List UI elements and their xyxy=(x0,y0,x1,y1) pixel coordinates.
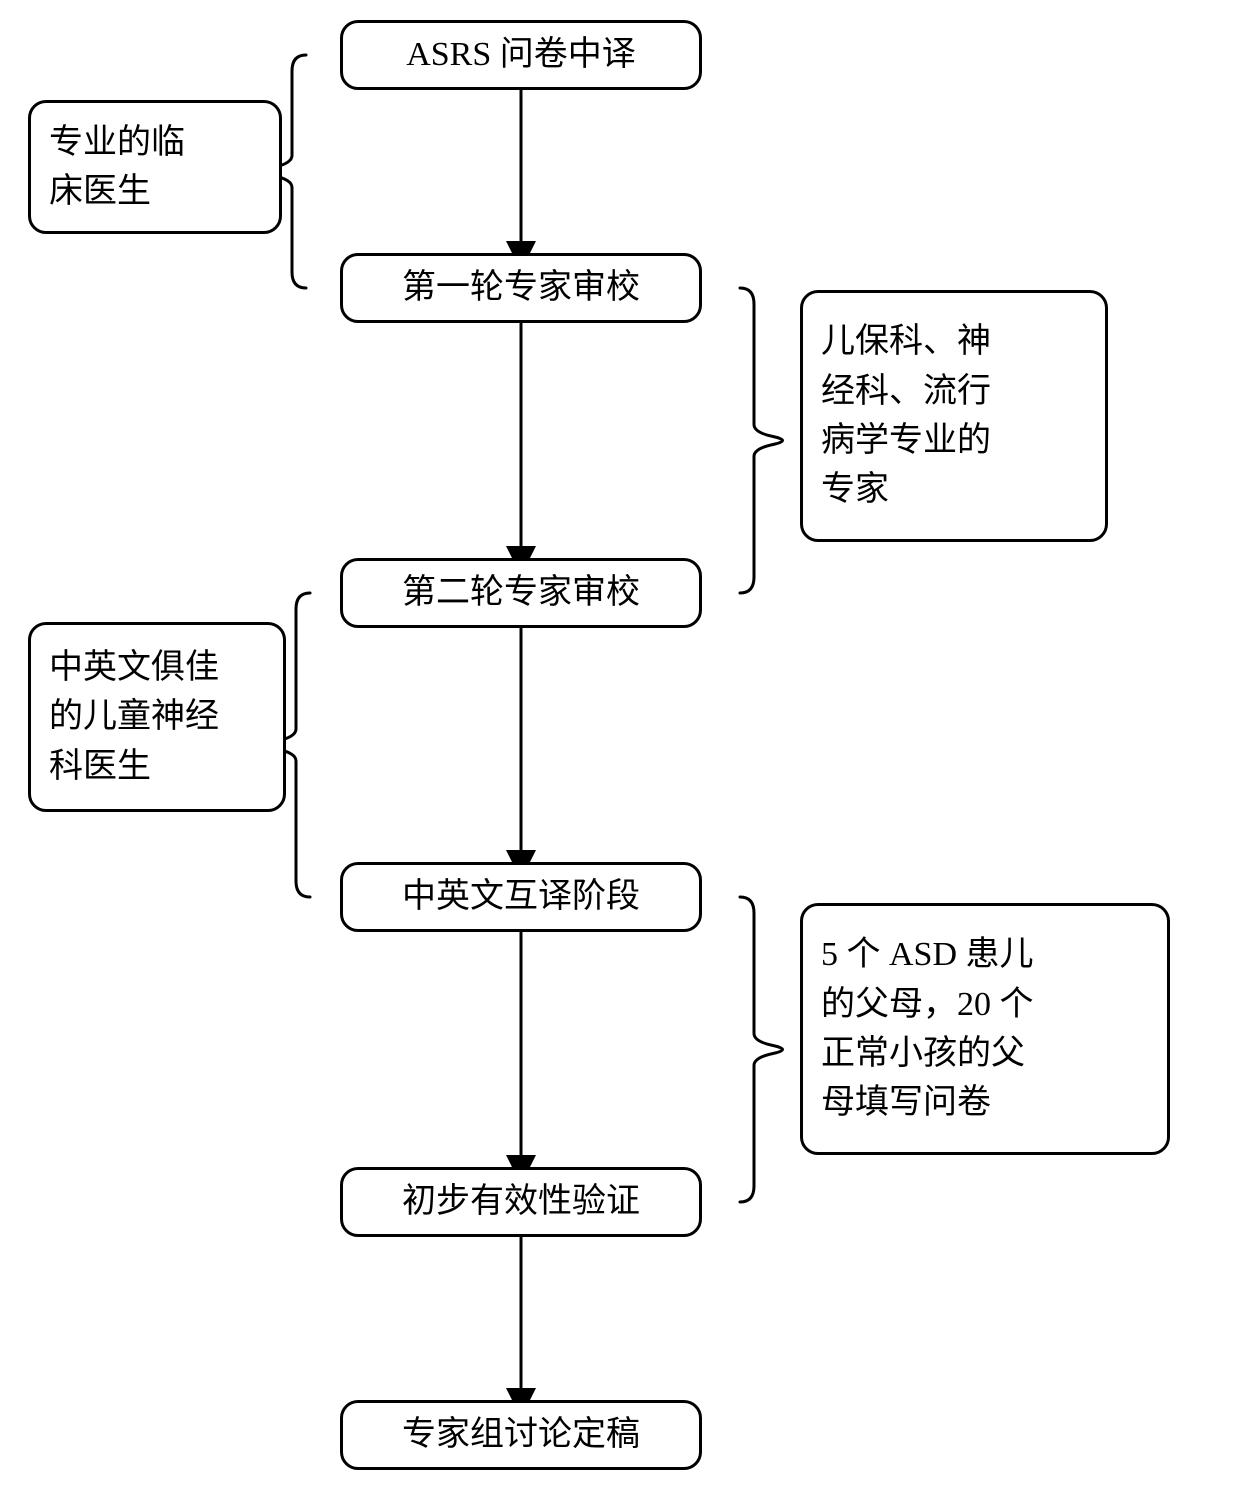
flow-node: 第一轮专家审校 xyxy=(340,253,702,323)
flow-node: ASRS 问卷中译 xyxy=(340,20,702,90)
flow-node: 初步有效性验证 xyxy=(340,1167,702,1237)
flow-node: 第二轮专家审校 xyxy=(340,558,702,628)
annotation-node: 专业的临床医生 xyxy=(28,100,282,234)
flow-node: 专家组讨论定稿 xyxy=(340,1400,702,1470)
annotation-node: 5 个 ASD 患儿的父母，20 个正常小孩的父母填写问卷 xyxy=(800,903,1170,1155)
flowchart-canvas: ASRS 问卷中译第一轮专家审校第二轮专家审校中英文互译阶段初步有效性验证专家组… xyxy=(0,0,1240,1504)
flow-node: 中英文互译阶段 xyxy=(340,862,702,932)
annotation-node: 中英文俱佳的儿童神经科医生 xyxy=(28,622,286,812)
annotation-node: 儿保科、神经科、流行病学专业的专家 xyxy=(800,290,1108,542)
